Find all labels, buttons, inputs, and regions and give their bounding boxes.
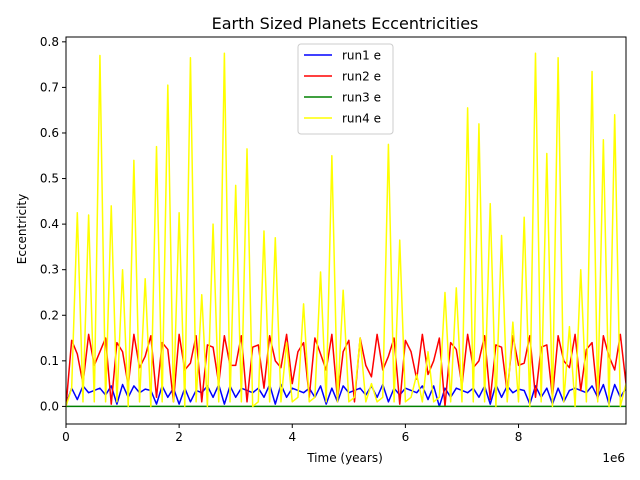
- x-tick-label: 6: [402, 430, 410, 444]
- x-tick-label: 0: [62, 430, 70, 444]
- y-tick-label: 0.6: [40, 126, 59, 140]
- x-axis-label: Time (years): [306, 451, 383, 465]
- series-line-4: [66, 52, 626, 408]
- y-tick-label: 0.2: [40, 308, 59, 322]
- legend-label: run4 e: [342, 112, 381, 126]
- y-axis-label: Eccentricity: [15, 194, 29, 264]
- legend: run1 e run2 e run3 e run4 e: [297, 43, 394, 135]
- legend-label: run1 e: [342, 49, 381, 63]
- x-tick-label: 4: [288, 430, 296, 444]
- y-tick-label: 0.7: [40, 80, 59, 94]
- y-tick-label: 0.8: [40, 35, 59, 49]
- plot-frame: [65, 36, 627, 425]
- y-tick-label: 0.1: [40, 354, 59, 368]
- x-axis: 0 2 4 6 8: [62, 424, 522, 444]
- legend-box: [297, 43, 394, 135]
- legend-label: run3 e: [342, 91, 381, 105]
- series-line-1: [66, 383, 626, 408]
- x-scale-offset: 1e6: [602, 451, 625, 465]
- y-tick-label: 0.5: [40, 172, 59, 186]
- y-tick-label: 0.0: [40, 399, 59, 413]
- y-tick-label: 0.4: [40, 217, 59, 231]
- x-tick-label: 2: [175, 430, 183, 444]
- chart-title: Earth Sized Planets Eccentricities: [212, 14, 479, 33]
- series-layer: [66, 52, 626, 408]
- x-tick-label: 8: [515, 430, 523, 444]
- y-axis: 0.0 0.1 0.2 0.3 0.4 0.5 0.6 0.7 0.8: [40, 35, 66, 413]
- legend-label: run2 e: [342, 70, 381, 84]
- y-tick-label: 0.3: [40, 263, 59, 277]
